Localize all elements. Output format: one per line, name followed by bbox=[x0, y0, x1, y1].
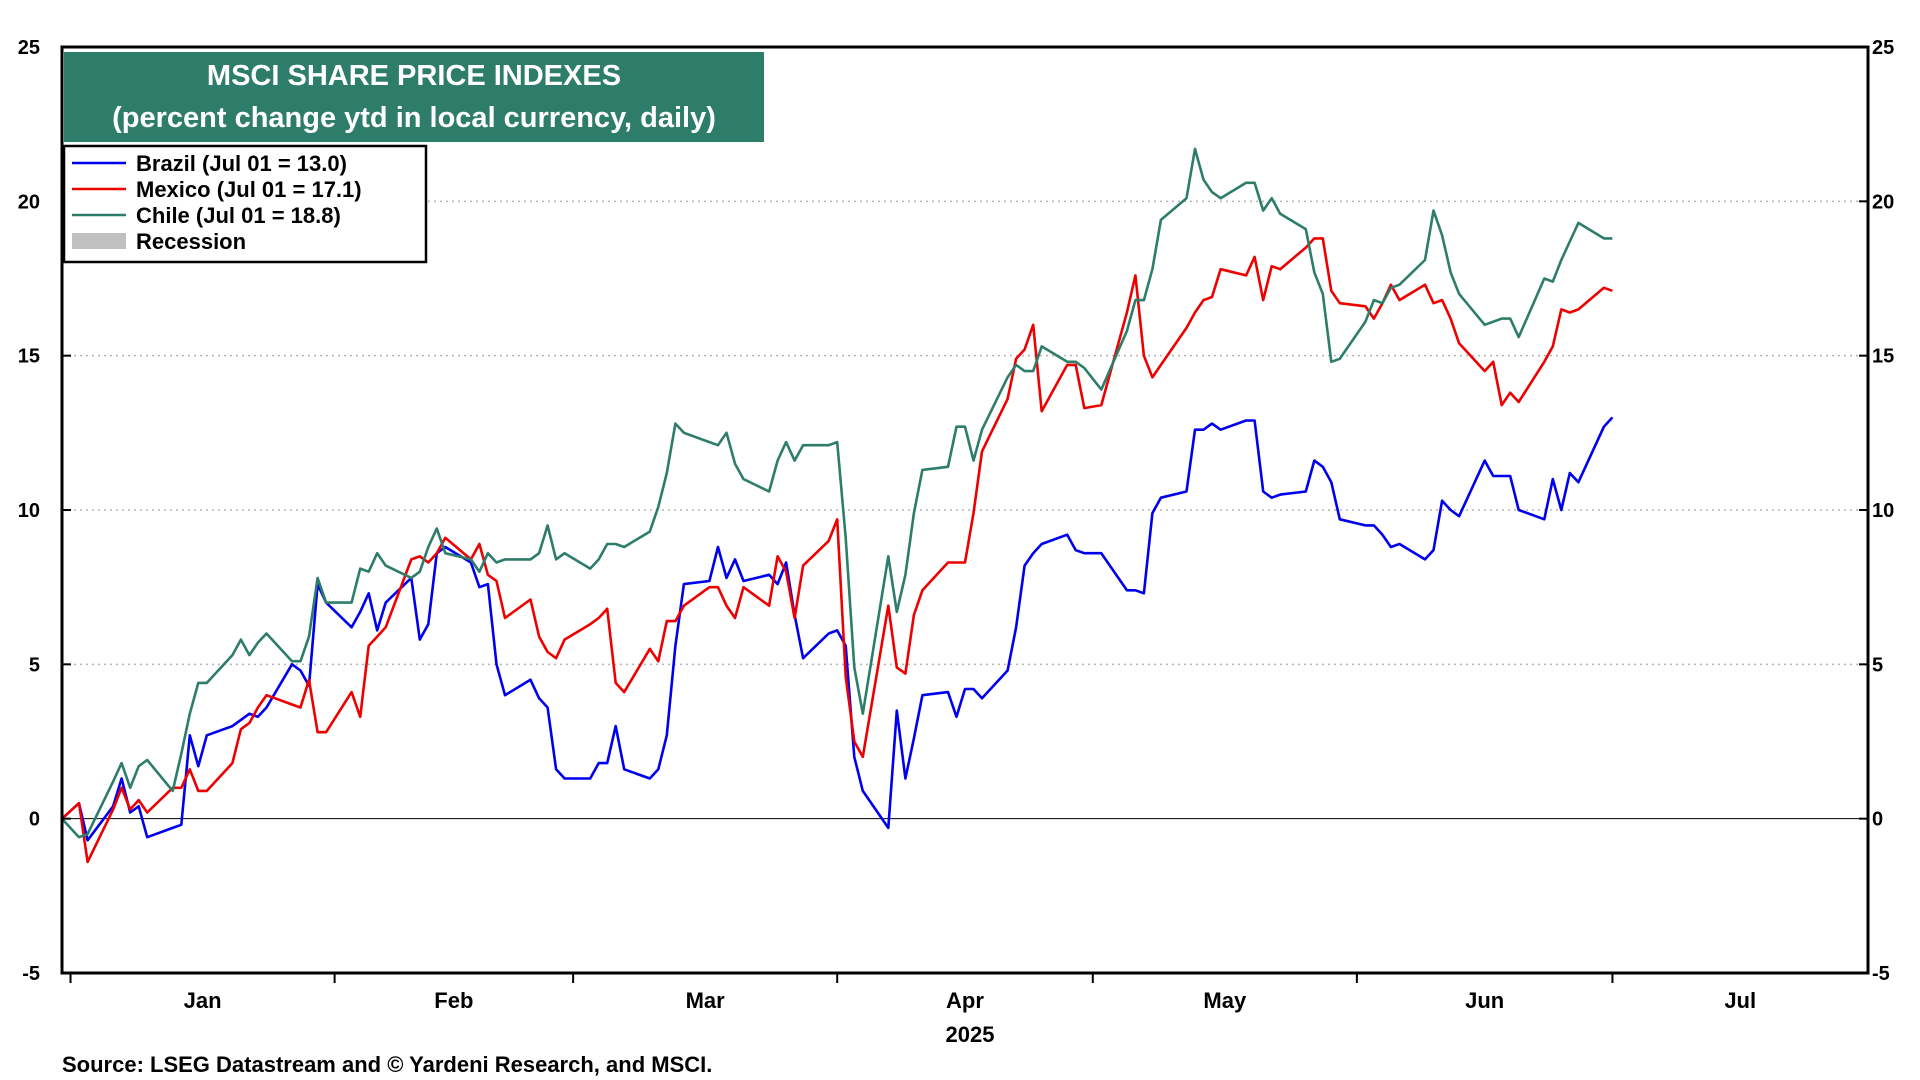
y-tick-label-left: 0 bbox=[29, 809, 40, 831]
x-axis-title: 2025 bbox=[946, 1022, 995, 1047]
legend-label: Mexico (Jul 01 = 17.1) bbox=[136, 177, 362, 202]
x-tick-label: Mar bbox=[686, 988, 726, 1013]
y-tick-label-left: 15 bbox=[18, 346, 40, 368]
x-tick-label: May bbox=[1203, 988, 1247, 1013]
y-tick-label-right: 0 bbox=[1872, 809, 1883, 831]
y-tick-label-right: 15 bbox=[1872, 346, 1894, 368]
legend-label: Recession bbox=[136, 229, 246, 254]
series-lines bbox=[61, 147, 1614, 864]
legend: Brazil (Jul 01 = 13.0)Mexico (Jul 01 = 1… bbox=[62, 144, 428, 264]
y-tick-label-left: 20 bbox=[18, 191, 40, 213]
series-line-chile bbox=[61, 147, 1613, 839]
y-tick-label-left: 25 bbox=[18, 37, 40, 59]
series-line-mexico bbox=[61, 237, 1613, 864]
legend-label: Brazil (Jul 01 = 13.0) bbox=[136, 151, 347, 176]
y-tick-label-right: -5 bbox=[1872, 963, 1890, 985]
legend-label: Chile (Jul 01 = 18.8) bbox=[136, 203, 341, 228]
x-tick-label: Jul bbox=[1724, 988, 1756, 1013]
y-tick-label-right: 10 bbox=[1872, 500, 1894, 522]
y-axis-right: -5 0 5 10 15 20 25 bbox=[1859, 37, 1894, 985]
x-axis: Jan Feb Mar Apr May Jun Jul bbox=[69, 973, 1756, 1013]
x-tick-label: Apr bbox=[946, 988, 984, 1013]
chart-title: MSCI SHARE PRICE INDEXES bbox=[207, 60, 621, 92]
y-tick-label-left: 10 bbox=[18, 500, 40, 522]
y-tick-label-left: 5 bbox=[29, 654, 40, 676]
title-box: MSCI SHARE PRICE INDEXES (percent change… bbox=[64, 52, 764, 142]
x-tick-label: Jun bbox=[1465, 988, 1504, 1013]
x-tick-label: Jan bbox=[184, 988, 222, 1013]
chart-subtitle: (percent change ytd in local currency, d… bbox=[112, 102, 716, 134]
y-tick-label-right: 25 bbox=[1872, 37, 1894, 59]
source-note: Source: LSEG Datastream and © Yardeni Re… bbox=[62, 1052, 712, 1077]
x-tick-label: Feb bbox=[434, 988, 473, 1013]
legend-swatch-recession bbox=[72, 233, 126, 249]
y-tick-label-right: 5 bbox=[1872, 654, 1883, 676]
series-line-brazil bbox=[61, 416, 1614, 842]
title-background bbox=[64, 52, 764, 142]
gridlines bbox=[62, 200, 1868, 666]
y-axis-left: -5 0 5 10 15 20 25 bbox=[18, 37, 71, 985]
y-tick-label-right: 20 bbox=[1872, 191, 1894, 213]
y-tick-label-left: -5 bbox=[22, 963, 40, 985]
